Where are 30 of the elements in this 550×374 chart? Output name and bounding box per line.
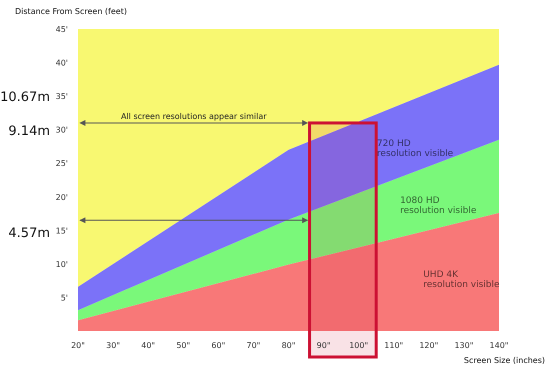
y-tick-label: 40' [56,58,68,68]
x-axis-title: Screen Size (inches) [464,356,545,365]
series-label: 1080 HD resolution visible [400,196,477,216]
y-tick-label: 25' [56,159,68,168]
x-tick-label: 140" [490,341,508,350]
x-tick-label: 110" [384,341,404,350]
ref-line-label: All screen resolutions appear similar [120,112,268,121]
x-tick-label: 130" [454,341,474,350]
y-tick-label: 15' [56,226,68,236]
y-axis-title: Distance From Screen (feet) [15,7,127,16]
y-tick-label: 20' [56,192,68,202]
x-tick-label: 40" [141,341,156,350]
x-tick-label: 80" [282,341,296,350]
x-tick-label: 120" [419,341,438,350]
y-tick-label: 45' [56,25,68,34]
x-tick-label: 90" [316,341,331,350]
series-label: UHD 4K resolution visible [423,270,500,290]
x-tick-label: 60" [211,341,226,350]
x-tick-label: 20" [71,341,85,350]
x-tick-label: 30" [106,341,120,350]
y-tick-label: 35' [56,92,68,102]
x-tick-label: 50" [176,341,190,350]
text: 9.14m [8,124,50,139]
y-tick-label: 10' [56,260,68,269]
text: 4.57m [8,226,50,241]
y-tick-label: 5' [60,293,68,302]
text: 10.67m [0,90,50,105]
x-tick-label: 100" [349,341,368,350]
y-tick-label: 30' [56,126,68,135]
x-tick-label: 70" [246,341,260,350]
